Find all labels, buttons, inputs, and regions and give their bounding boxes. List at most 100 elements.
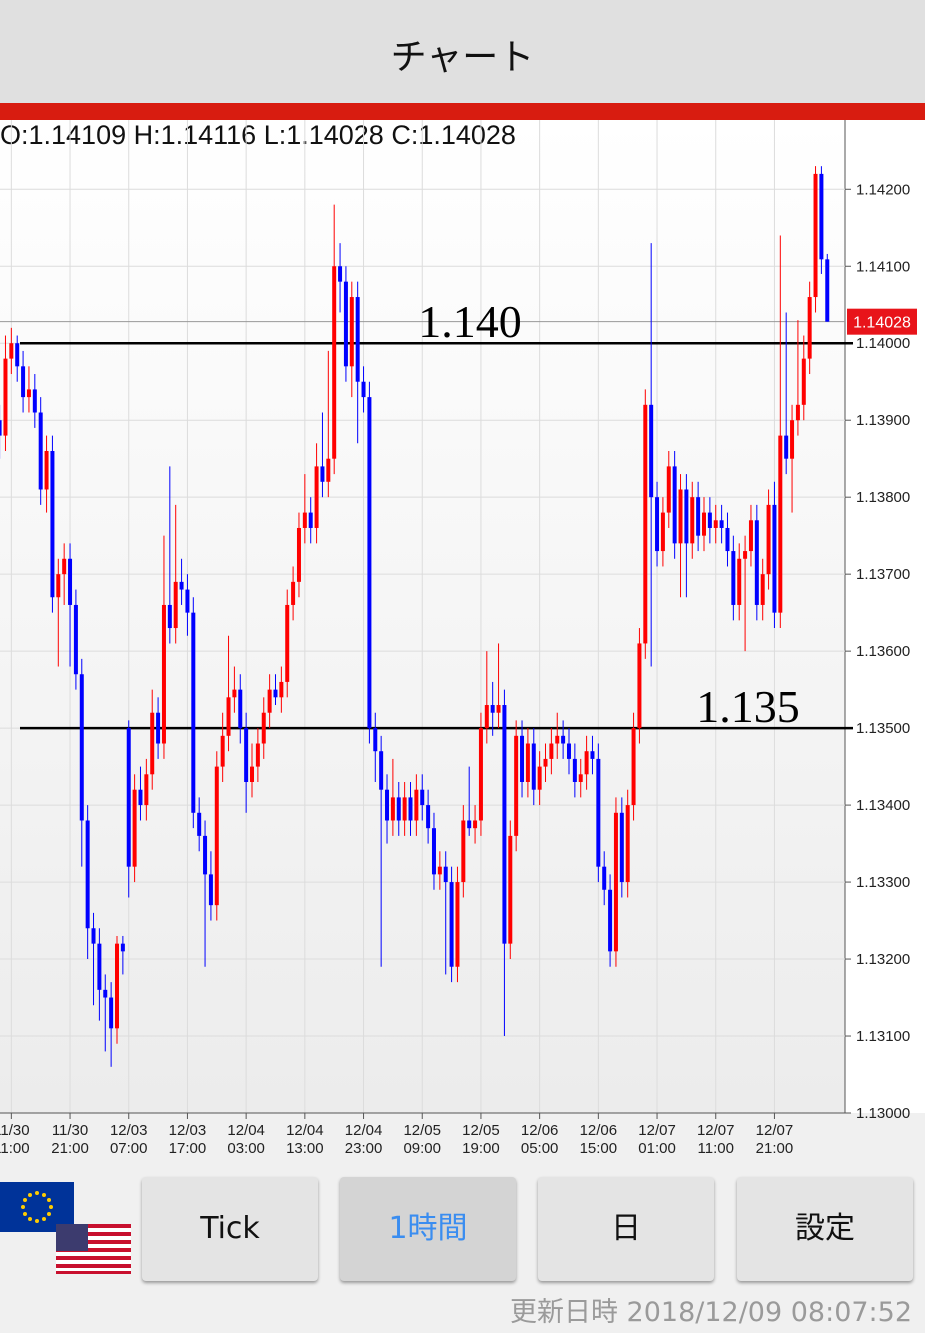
candle-body	[220, 735, 225, 767]
candle-body	[179, 581, 184, 590]
candle-body	[684, 489, 689, 544]
candle-body	[719, 520, 724, 528]
candle-body	[44, 451, 49, 490]
candle-body	[801, 358, 806, 405]
title: チャート	[390, 37, 535, 78]
candle-body	[790, 420, 795, 459]
candle-body	[807, 297, 812, 359]
candle-body	[760, 574, 765, 605]
candle-body	[68, 558, 73, 605]
candle-body	[167, 604, 172, 629]
candle-body	[302, 512, 307, 528]
candle-body	[496, 705, 501, 713]
x-tick-label: 12/04 03:00	[227, 1122, 265, 1157]
x-tick-label: 12/06 15:00	[580, 1122, 618, 1157]
tab-button[interactable]: 設定	[737, 1177, 913, 1281]
candle-body	[713, 520, 718, 528]
y-tick-label: 1.13400	[856, 797, 910, 814]
candle-body	[332, 266, 337, 459]
candle-body	[748, 520, 753, 552]
candle-body	[396, 797, 401, 821]
x-tick-label: 12/07 21:00	[756, 1122, 794, 1157]
tab-button[interactable]: Tick	[142, 1177, 318, 1281]
tab-button[interactable]: 1時間	[340, 1177, 516, 1281]
candle-body	[543, 758, 548, 767]
candle-body	[285, 604, 290, 682]
candle-body	[467, 820, 472, 829]
x-tick-label: 12/05 19:00	[462, 1122, 500, 1157]
candle-body	[813, 173, 818, 298]
candle-body	[525, 743, 530, 782]
candle-body	[385, 789, 390, 821]
candle-body	[655, 497, 660, 552]
candle-body	[109, 997, 114, 1029]
eu-stars	[21, 1191, 53, 1223]
y-tick-label: 1.13100	[856, 1028, 910, 1045]
candle-body	[731, 551, 736, 605]
candle-body	[120, 943, 125, 952]
candle-body	[596, 758, 601, 867]
candle-body	[672, 466, 677, 544]
annotation-label: 1.140	[418, 296, 522, 347]
candle-body	[660, 512, 665, 552]
candle-body	[431, 828, 436, 875]
currency-flags	[0, 1182, 131, 1274]
candle-body	[631, 728, 636, 806]
ohlc-label: O:1.14109 H:1.14116 L:1.14028 C:1.14028	[0, 120, 516, 150]
candle-body	[349, 297, 354, 367]
candle-body	[185, 589, 190, 613]
candle-body	[296, 527, 301, 582]
us-flag	[56, 1224, 131, 1274]
candle-body	[702, 512, 706, 536]
candle-body	[314, 466, 319, 528]
y-tick-label: 1.13600	[856, 643, 910, 660]
x-tick-label: 11/3011:00	[0, 1122, 30, 1157]
x-tick-label: 12/06 05:00	[521, 1122, 559, 1157]
candle-body	[478, 728, 483, 821]
candle-body	[402, 797, 407, 821]
candle-body	[555, 735, 560, 744]
candle-body	[208, 874, 213, 906]
candle-body	[56, 574, 61, 598]
y-tick-label: 1.14000	[856, 335, 910, 352]
accent-band	[0, 103, 925, 120]
candle-body	[156, 712, 161, 744]
candle-body	[531, 743, 536, 790]
candle-body	[696, 497, 701, 536]
candle-body	[690, 497, 695, 544]
candle-body	[778, 435, 783, 613]
candle-body	[338, 266, 343, 282]
y-tick-label: 1.13700	[856, 566, 910, 583]
candle-body	[9, 343, 14, 359]
candle-body	[608, 889, 613, 952]
candle-body	[62, 558, 67, 575]
candle-body	[132, 789, 137, 867]
candle-body	[725, 527, 730, 552]
candle-body	[0, 420, 2, 436]
x-tick-label: 12/07 11:00	[697, 1122, 735, 1157]
candle-body	[473, 820, 478, 829]
y-tick-label: 1.14200	[856, 181, 910, 198]
candle-body	[144, 774, 149, 806]
axis-area	[845, 120, 925, 1113]
candle-body	[625, 805, 630, 883]
candle-body	[737, 558, 742, 605]
y-tick-label: 1.13500	[856, 720, 910, 737]
update-time: 更新日時 2018/12/09 08:07:52	[509, 1297, 912, 1328]
candle-body	[743, 551, 748, 559]
x-tick-label: 12/03 17:00	[169, 1122, 207, 1157]
tab-button[interactable]: 日	[538, 1177, 714, 1281]
candle-body	[437, 866, 442, 875]
candle-body	[490, 705, 495, 713]
candle-body	[584, 751, 589, 775]
candle-body	[572, 758, 577, 782]
candle-body	[226, 697, 231, 736]
candle-body	[138, 789, 143, 806]
candle-body	[238, 689, 243, 729]
candle-body	[250, 766, 255, 782]
candle-body	[15, 343, 20, 367]
candle-body	[367, 397, 372, 729]
candle-body	[502, 705, 507, 944]
candle-body	[508, 835, 513, 944]
candle-body	[32, 389, 37, 413]
